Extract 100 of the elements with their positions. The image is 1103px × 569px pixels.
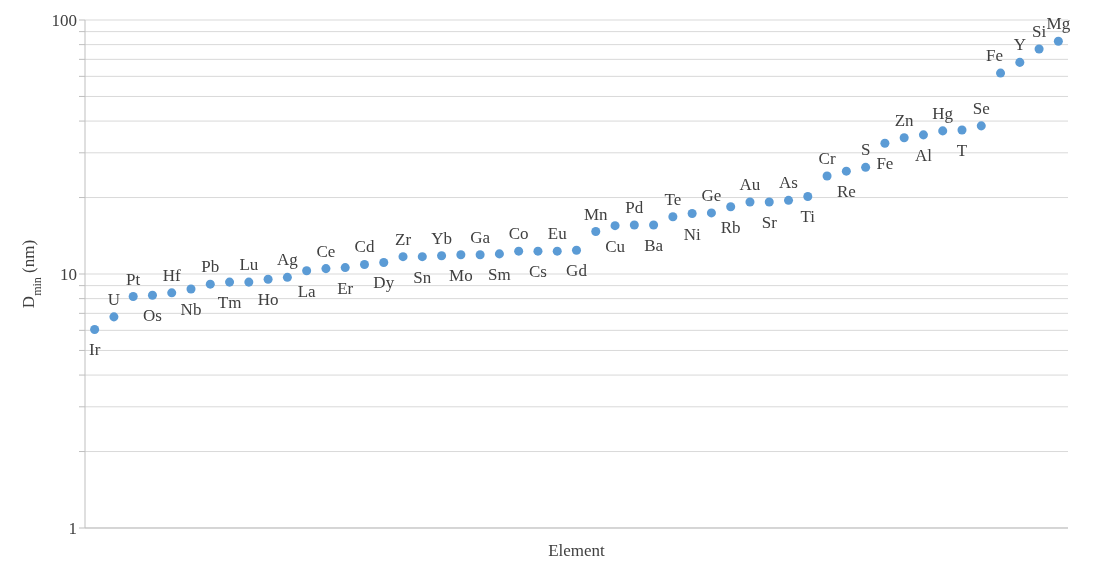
data-label: Os [143,306,162,326]
point [109,312,119,322]
data-label: La [297,281,317,301]
data-label: Fe [986,46,1004,66]
point [128,292,138,302]
point [90,324,100,334]
point [1034,44,1044,54]
point [205,279,215,289]
point [398,252,408,262]
point [706,208,716,218]
y-tick-label: 10 [60,265,77,285]
data-label: U [107,289,121,309]
point [726,202,736,212]
data-label: Ag [276,250,299,270]
point [996,68,1006,78]
point [186,284,196,294]
data-label: Se [972,98,990,118]
data-label: Zr [395,229,412,249]
point [282,272,292,282]
point [841,166,851,176]
point [340,263,350,273]
point [514,246,524,256]
data-label: Pt [126,269,141,289]
data-label: Cd [354,237,375,257]
data-label: Y [1013,35,1026,55]
data-label: Ti [800,207,816,227]
data-label: Mn [583,204,609,224]
data-label: Yb [431,228,452,248]
data-label: Pb [201,257,220,277]
point [880,138,890,148]
point [359,259,369,269]
point [571,245,582,255]
point [649,220,659,230]
data-label: Gd [566,261,588,281]
point [1053,36,1063,46]
data-label: Sn [413,267,432,287]
data-label: Rb [720,217,741,237]
point [610,221,620,231]
point [437,251,447,261]
data-label: Mo [449,265,473,285]
y-tick-label: 100 [51,11,77,31]
x-axis-title: Element [548,541,606,560]
data-label: Cu [605,236,626,256]
data-label: Ir [88,340,101,360]
point [302,266,312,276]
point [263,274,273,284]
data-label: Ga [470,227,491,247]
point [822,171,832,181]
point [687,209,697,219]
data-label: Cr [818,149,836,169]
data-label: Sr [761,213,778,233]
data-label: Ba [644,235,664,255]
data-label: Pd [625,197,644,217]
point [321,264,331,274]
data-label: Zn [894,110,915,130]
point [976,121,986,131]
data-label: Ge [701,185,722,205]
data-label: Si [1031,21,1047,41]
data-label: Ce [316,241,336,261]
data-label: Nb [180,299,202,319]
data-label: Eu [547,224,568,244]
point [167,288,177,298]
point [784,195,794,205]
data-label: Sm [488,264,511,284]
data-label: Dy [373,273,395,293]
point [957,125,967,135]
point [533,246,543,256]
point [899,133,909,143]
point [456,250,466,260]
data-label: Te [664,189,682,209]
data-label: Er [337,278,354,298]
data-label: As [779,173,798,193]
point [147,290,157,300]
data-label: S [860,140,871,160]
point [379,257,389,267]
point [591,227,601,237]
data-label: T [956,140,968,160]
point [745,197,755,207]
data-label: Au [739,175,761,195]
data-label: Al [914,145,933,165]
y-tick-label: 1 [68,519,77,539]
data-label: Lu [239,255,259,275]
point [417,252,427,262]
point [494,249,504,259]
point [629,220,639,230]
point [861,162,871,172]
point [552,246,562,256]
data-label: Tm [217,293,242,313]
point [668,212,678,222]
data-label: Hf [162,265,182,285]
data-label: Mg [1046,14,1071,34]
point [225,277,235,287]
data-label: Fe [876,154,894,174]
point [803,191,813,201]
data-label: Ho [257,290,279,310]
data-label: Re [836,182,856,202]
point [764,197,774,207]
data-label: Hg [932,103,954,123]
point [938,126,948,136]
data-label: Ni [683,224,701,244]
